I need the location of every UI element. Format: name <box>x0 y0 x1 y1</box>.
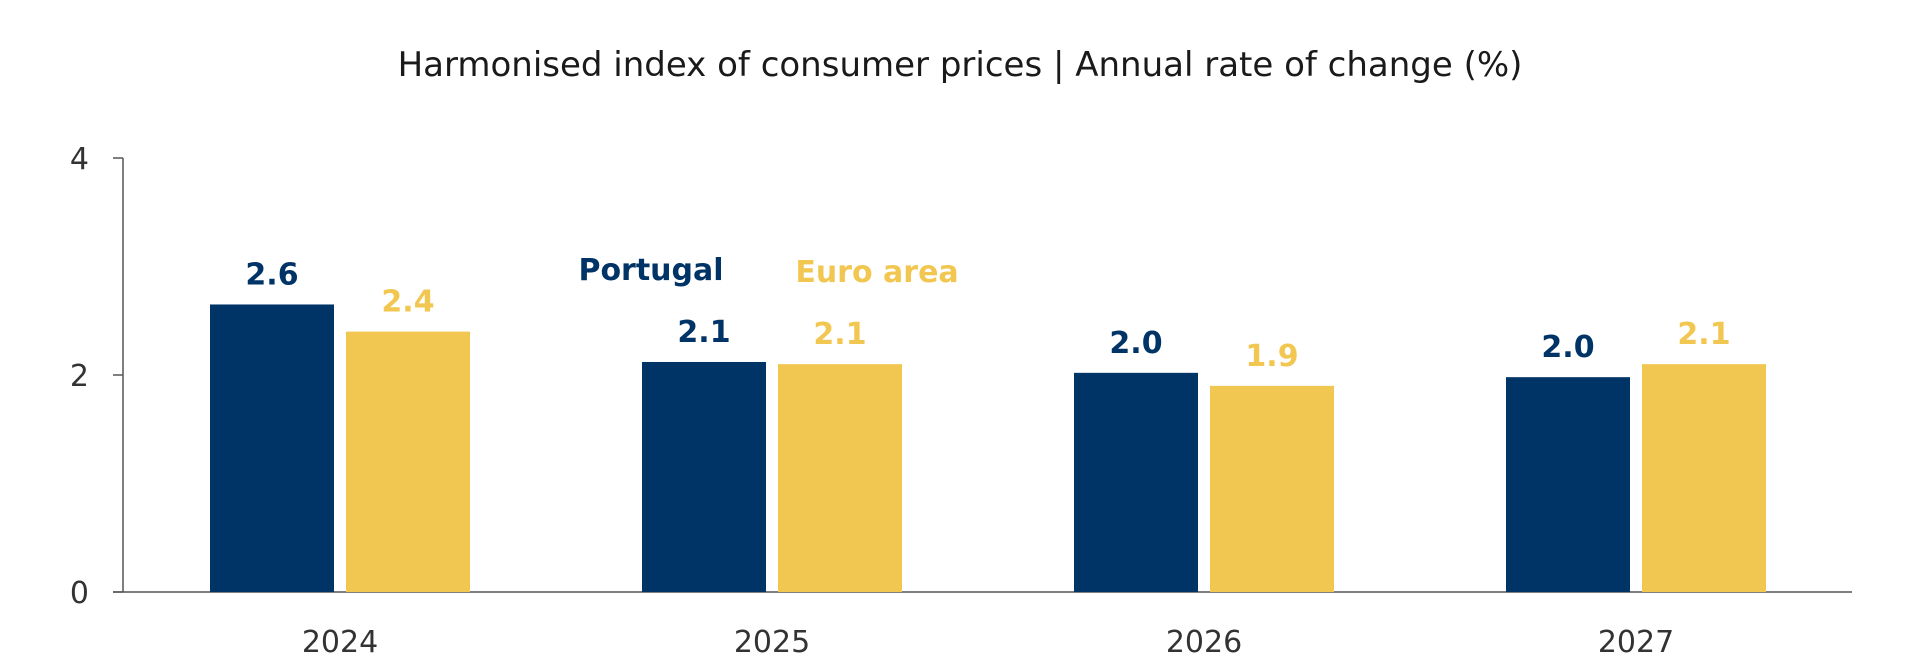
bar-series <box>210 304 1766 592</box>
legend-portugal: Portugal <box>578 253 723 288</box>
data-label-euro-area-2026: 1.9 <box>1245 339 1298 374</box>
bar-euro-area-2027 <box>1642 364 1766 592</box>
bar-euro-area-2025 <box>778 364 902 592</box>
data-labels: 2.6 2.1 2.0 2.0 2.4 2.1 1.9 2.1 <box>245 257 1730 373</box>
chart-title: Harmonised index of consumer prices | An… <box>398 45 1523 85</box>
bar-euro-area-2024 <box>346 331 470 592</box>
x-tick-label: 2024 <box>302 625 378 660</box>
bar-portugal-2025 <box>642 361 766 592</box>
data-label-portugal-2027: 2.0 <box>1541 330 1594 365</box>
data-label-portugal-2025: 2.1 <box>677 315 730 350</box>
data-label-euro-area-2027: 2.1 <box>1677 317 1730 352</box>
x-tick-label: 2027 <box>1598 625 1674 660</box>
y-tick-label: 4 <box>70 142 89 177</box>
legend: Portugal Euro area <box>578 253 958 290</box>
y-axis-ticks: 0 2 4 <box>70 142 123 611</box>
x-tick-label: 2026 <box>1166 625 1242 660</box>
bar-portugal-2027 <box>1506 377 1630 592</box>
bar-portugal-2024 <box>210 304 334 592</box>
data-label-euro-area-2025: 2.1 <box>813 317 866 352</box>
x-tick-label: 2025 <box>734 625 810 660</box>
data-label-portugal-2024: 2.6 <box>245 257 298 292</box>
data-label-portugal-2026: 2.0 <box>1109 326 1162 361</box>
bar-euro-area-2026 <box>1210 385 1334 592</box>
bar-portugal-2026 <box>1074 372 1198 592</box>
x-axis-labels: 2024 2025 2026 2027 <box>302 625 1674 660</box>
y-tick-label: 0 <box>70 576 89 611</box>
data-label-euro-area-2024: 2.4 <box>381 285 434 320</box>
y-tick-label: 2 <box>70 359 89 394</box>
legend-euro-area: Euro area <box>795 255 958 290</box>
